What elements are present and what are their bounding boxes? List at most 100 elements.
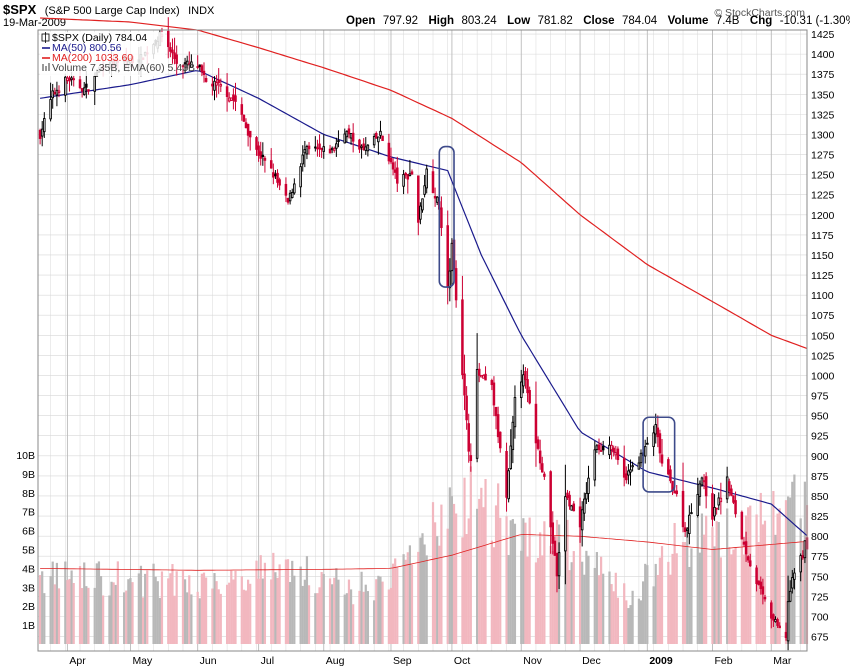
price-tick-label: 1425 [811,29,835,41]
candle-body [555,552,559,577]
candle-body [215,82,218,86]
candle-body [217,79,220,84]
volume-bar [278,564,281,644]
candle-body [305,146,309,155]
candle-body [734,500,737,515]
low-value: 781.82 [538,15,573,27]
candle-body [568,494,571,507]
price-tick-label: 925 [811,431,829,443]
price-tick-label: 1050 [811,330,835,342]
candle-body [318,143,321,150]
candle-body [419,205,422,220]
volume-bar [671,553,674,644]
candle-body [196,66,199,69]
volume-bar [175,571,178,644]
price-tick-label: 1025 [811,350,835,362]
price-tick-label: 850 [811,491,829,503]
volume-bar [274,572,277,644]
candle-body [167,30,170,48]
candle-body [372,136,376,146]
annotation-box [642,416,676,493]
volume-bar [564,526,567,644]
candle-body [43,118,46,133]
volume-bar [217,589,220,644]
candle-body [263,157,267,161]
volume-bar [484,479,487,644]
volume-bar [81,588,84,644]
volume-bar [463,477,466,644]
candle-body [629,469,632,473]
legend-ma200-label: MA(200) 1033.60 [52,52,133,64]
candle-body [425,168,428,189]
candle-body [465,395,468,421]
volume-label: Volume [668,15,709,27]
volume-bar [469,466,472,644]
volume-bars [38,466,809,644]
candle-body [286,198,290,203]
candle-body [793,572,796,580]
volume-bar [631,590,634,644]
price-tick-label: 1350 [811,89,835,101]
candle-body [38,129,42,139]
price-tick-label: 725 [811,591,829,603]
candle-body [417,175,420,223]
volume-bar [593,567,596,644]
volume-bar [186,592,189,644]
candle-body [654,424,657,435]
candle-body [64,76,67,96]
volume-bar [623,583,626,644]
open-label: Open [346,15,375,27]
candle-body [725,476,729,500]
volume-bar [719,557,722,644]
candle-body [389,157,393,163]
candle-body [656,427,660,438]
volume-bar [347,579,351,644]
candle-body [757,580,760,585]
volume-bar [51,561,54,644]
candle-body [564,496,567,552]
volume-bar [68,578,71,644]
candle-body [274,173,277,177]
volume-bar [333,577,336,644]
candle-body [257,145,260,156]
volume-bar [249,583,252,644]
volume-tick-label: 5B [22,545,35,557]
volume-bar [778,508,781,644]
price-tick-label: 800 [811,531,829,543]
volume-bar [536,557,540,644]
candle-body [213,80,216,91]
volume-bar [93,587,96,644]
volume-bar [652,586,655,644]
volume-bar [599,556,603,644]
volume-bar [476,508,479,644]
candle-body [345,130,349,138]
volume-bar [543,521,546,644]
candle-body [599,449,603,452]
candle-body [82,87,86,95]
volume-bar [789,497,792,644]
candle-body [746,556,750,561]
volume-tick-label: 9B [22,469,35,481]
price-tick-label: 1175 [811,230,834,242]
price-tick-label: 1000 [811,370,835,382]
volume-bar [757,541,760,644]
volume-bar [116,561,119,644]
candle-body [53,92,57,94]
volume-bar [196,591,199,644]
volume-bar [259,555,262,644]
candle-body [314,146,317,149]
volume-bar [410,564,414,644]
candle-body [375,132,378,139]
candle-body [482,374,485,379]
volume-bar [102,595,105,644]
volume-bar [585,550,588,644]
volume-bar [747,507,750,644]
candle-body [255,137,258,150]
volume-bar [419,537,422,644]
candle-body [627,470,630,476]
candle-body [788,590,792,602]
candle-body [461,299,464,376]
candle-body [402,174,405,187]
volume-bar [211,588,214,644]
candle-body [484,373,487,381]
